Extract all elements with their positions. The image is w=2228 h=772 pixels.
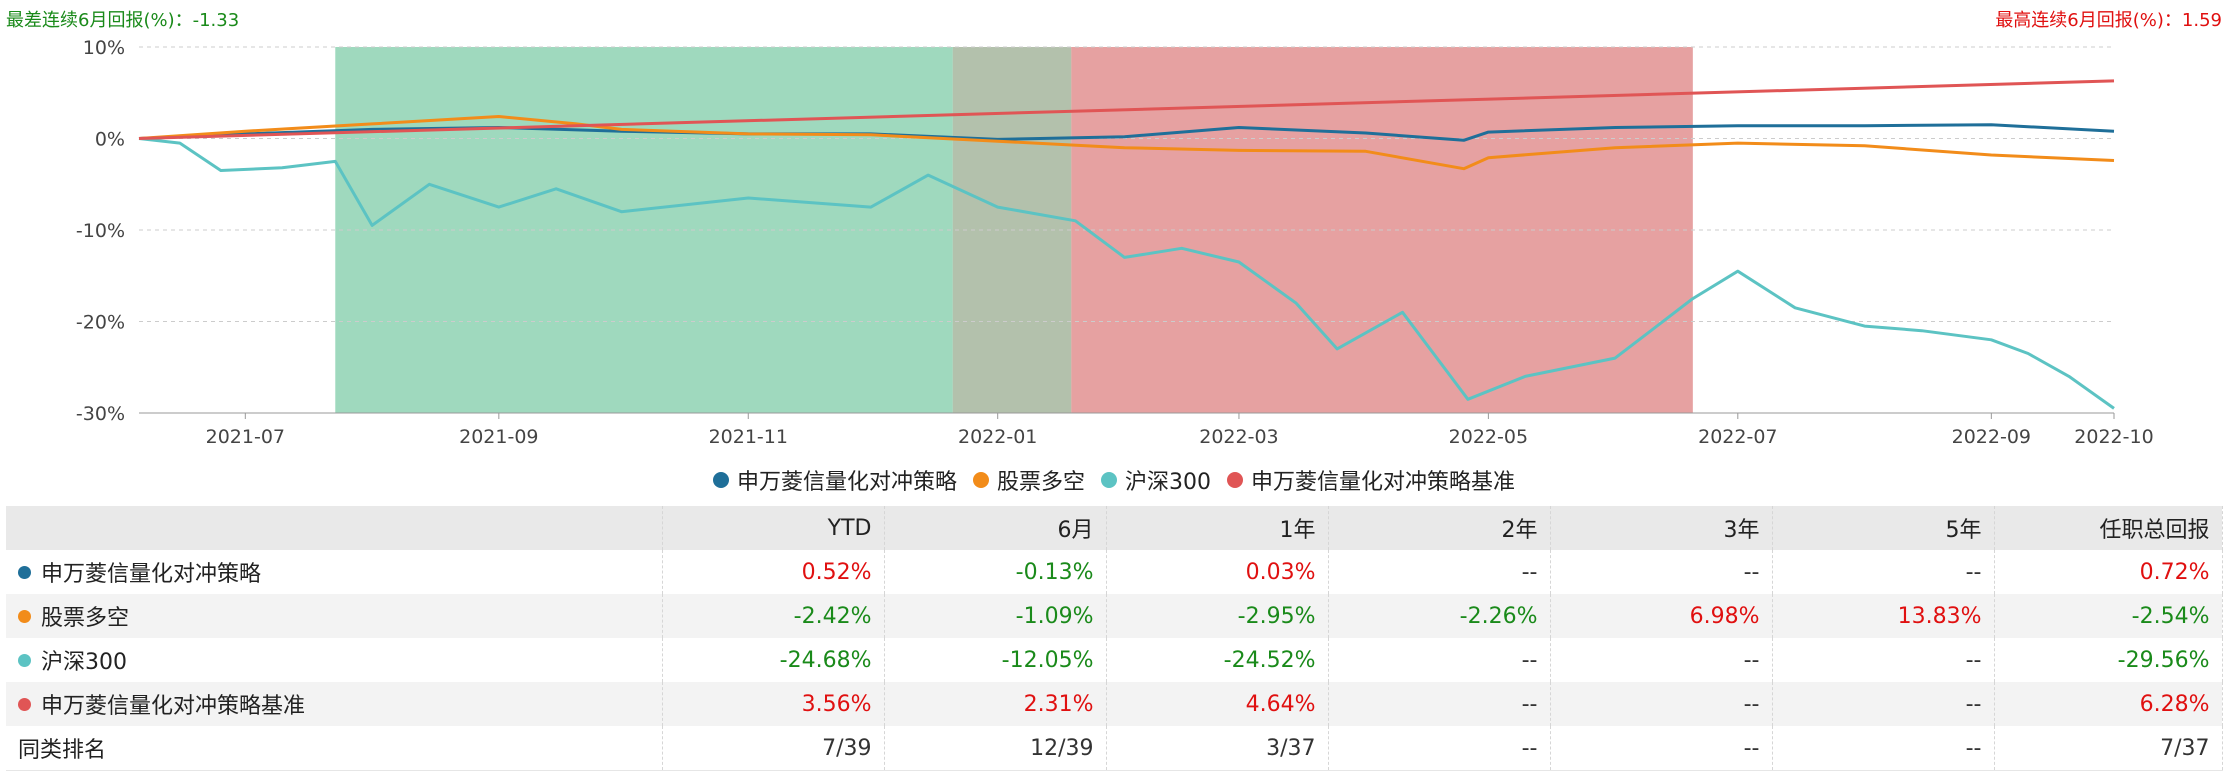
table-value-cell: 3/37: [1106, 726, 1329, 771]
legend-item[interactable]: 股票多空: [972, 464, 1085, 496]
row-name-label: 股票多空: [41, 606, 130, 631]
row-name-cell: 申万菱信量化对冲策略: [6, 550, 663, 594]
table-value-cell: 7/39: [662, 726, 885, 771]
table-value-cell: 2.31%: [884, 682, 1107, 726]
row-name-label: 沪深300: [41, 650, 127, 675]
table-value-cell: -2.42%: [662, 594, 885, 638]
row-name-label: 同类排名: [18, 738, 107, 763]
table-value-cell: --: [1772, 638, 1995, 682]
x-tick-label: 2022-09: [1952, 426, 2031, 448]
table-value-cell: 4.64%: [1106, 682, 1329, 726]
table-header-cell: 6月: [884, 506, 1107, 550]
legend-label: 申万菱信量化对冲策略基准: [1251, 470, 1516, 495]
table-value-cell: 3.56%: [662, 682, 885, 726]
legend-dot-icon: [712, 472, 729, 488]
x-tick-label: 2021-11: [709, 426, 788, 448]
row-name-cell: 沪深300: [6, 638, 663, 682]
x-tick-label: 2022-01: [958, 426, 1037, 448]
y-tick-label: 0%: [95, 129, 125, 151]
table-value-cell: --: [1550, 726, 1773, 771]
table-row: 股票多空 -2.42% -1.09% -2.95% -2.26% 6.98% 13.83% -…: [6, 594, 2223, 638]
table-value-cell: 6.28%: [1994, 682, 2223, 726]
x-tick-label: 2021-09: [459, 426, 538, 448]
table-header-cell: [6, 506, 663, 550]
table-value-cell: -2.26%: [1328, 594, 1551, 638]
series-dot-icon: [18, 697, 31, 711]
table-value-cell: -0.13%: [884, 550, 1107, 594]
legend-label: 股票多空: [996, 470, 1085, 495]
table-row: 沪深300 -24.68% -12.05% -24.52% -- -- -- -29.56%: [6, 638, 2223, 682]
x-tick-label: 2022-05: [1449, 426, 1528, 448]
legend-label: 申万菱信量化对冲策略: [736, 470, 957, 495]
performance-table: YTD 6月 1年 2年 3年 5年 任职总回报 申万菱信量化对冲策略 0.52% -0.13%…: [6, 506, 2223, 771]
table-value-cell: --: [1772, 550, 1995, 594]
table-value-cell: -29.56%: [1994, 638, 2223, 682]
legend-item[interactable]: 申万菱信量化对冲策略: [712, 464, 957, 496]
legend-item[interactable]: 沪深300: [1101, 464, 1211, 496]
chart-legend: 申万菱信量化对冲策略 股票多空 沪深300 申万菱信量化对冲策略基准: [0, 462, 2228, 498]
table-value-cell: --: [1772, 726, 1995, 771]
table-value-cell: -2.95%: [1106, 594, 1329, 638]
series-line-3: [138, 79, 2115, 140]
table-value-cell: 13.83%: [1772, 594, 1995, 638]
table-row: 同类排名 7/39 12/39 3/37 -- -- -- 7/37: [6, 726, 2223, 771]
table-value-cell: 6.98%: [1550, 594, 1773, 638]
row-name-cell: 申万菱信量化对冲策略基准: [6, 682, 663, 726]
x-tick-label: 2021-07: [206, 426, 285, 448]
row-name-label: 申万菱信量化对冲策略: [41, 562, 262, 587]
legend-dot-icon: [1227, 472, 1243, 488]
table-value-cell: 7/37: [1994, 726, 2223, 771]
series-dot-icon: [18, 653, 31, 667]
best-6m-return-note: 最高连续6月回报(%)：1.59: [1995, 10, 2222, 31]
y-tick-label: 10%: [83, 37, 125, 59]
table-value-cell: -12.05%: [884, 638, 1107, 682]
table-value-cell: --: [1550, 550, 1773, 594]
x-tick-label: 2022-07: [1698, 426, 1777, 448]
y-tick-label: -10%: [76, 220, 125, 242]
table-value-cell: 0.52%: [662, 550, 885, 594]
table-header-cell: 1年: [1106, 506, 1329, 550]
series-dot-icon: [18, 609, 31, 623]
table-value-cell: 0.03%: [1106, 550, 1329, 594]
table-value-cell: --: [1328, 726, 1551, 771]
legend-item[interactable]: 申万菱信量化对冲策略基准: [1227, 464, 1515, 496]
x-tick-label: 2022-10: [2074, 426, 2153, 448]
table-header-row: YTD 6月 1年 2年 3年 5年 任职总回报: [6, 506, 2223, 550]
table-header-cell: 3年: [1550, 506, 1773, 550]
legend-dot-icon: [1101, 472, 1117, 488]
y-tick-label: -30%: [76, 403, 125, 425]
table-row: 申万菱信量化对冲策略 0.52% -0.13% 0.03% -- -- -- 0.72%: [6, 550, 2223, 594]
table-header-cell: 2年: [1328, 506, 1551, 550]
table-value-cell: --: [1328, 682, 1551, 726]
series-line-2: [138, 137, 2115, 410]
performance-line-chart: 10% 0% -10% -20% -30% 2021-07 2021-09 2021-11 20…: [76, 37, 2154, 448]
table-value-cell: --: [1550, 682, 1773, 726]
table-header-cell: 任职总回报: [1994, 506, 2223, 550]
table-header-cell: YTD: [662, 506, 885, 550]
series-line-1: [138, 115, 2115, 171]
row-name-cell: 同类排名: [6, 726, 663, 771]
table-value-cell: --: [1328, 550, 1551, 594]
table-value-cell: 0.72%: [1994, 550, 2223, 594]
table-row: 申万菱信量化对冲策略基准 3.56% 2.31% 4.64% -- -- -- 6.28%: [6, 682, 2223, 726]
table-value-cell: --: [1550, 638, 1773, 682]
table-value-cell: 12/39: [884, 726, 1107, 771]
table-value-cell: -2.54%: [1994, 594, 2223, 638]
table-value-cell: --: [1328, 638, 1551, 682]
x-tick-label: 2022-03: [1199, 426, 1278, 448]
series-dot-icon: [18, 565, 31, 579]
row-name-label: 申万菱信量化对冲策略基准: [41, 694, 306, 719]
worst-6m-return-note: 最差连续6月回报(%)：-1.33: [6, 10, 240, 31]
legend-label: 沪深300: [1125, 470, 1211, 495]
legend-dot-icon: [972, 472, 989, 488]
table-value-cell: -24.68%: [662, 638, 885, 682]
table-header-cell: 5年: [1772, 506, 1995, 550]
table-value-cell: --: [1772, 682, 1995, 726]
row-name-cell: 股票多空: [6, 594, 663, 638]
table-value-cell: -1.09%: [884, 594, 1107, 638]
y-tick-label: -20%: [76, 312, 125, 334]
table-value-cell: -24.52%: [1106, 638, 1329, 682]
